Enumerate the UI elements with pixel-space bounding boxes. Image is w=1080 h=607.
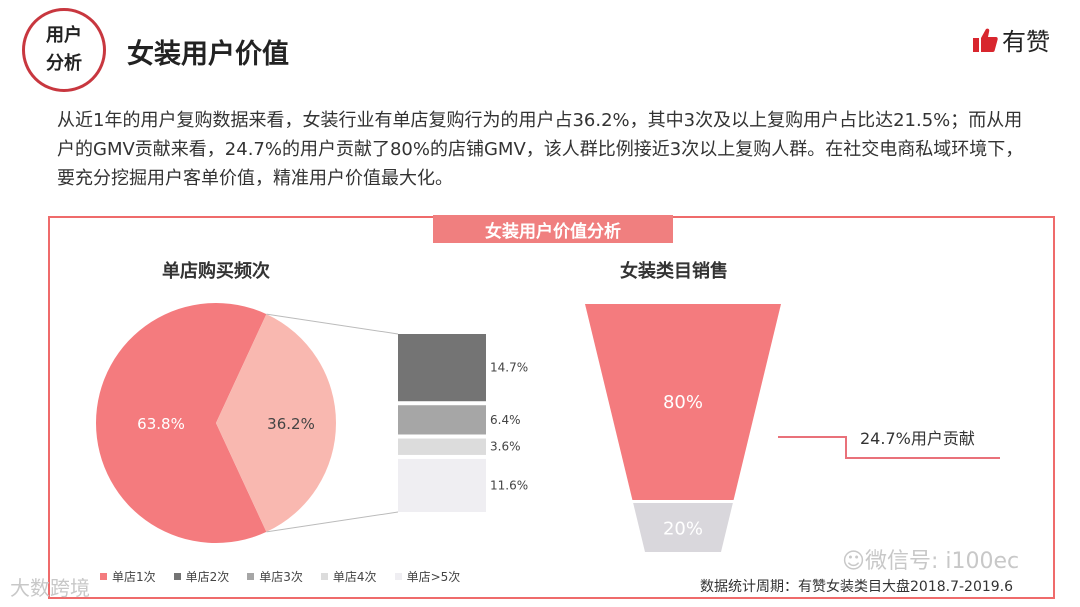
- legend-item: 单店2次: [173, 568, 230, 585]
- chart-banner: 女装用户价值分析: [433, 215, 673, 243]
- funnel-label-top: 80%: [663, 392, 703, 413]
- intro-paragraph: 从近1年的用户复购数据来看，女装行业有单店复购行为的用户占36.2%，其中3次及…: [57, 110, 1024, 189]
- corner-watermark: 大数跨境: [10, 576, 90, 600]
- brand-name: 有赞: [1002, 28, 1050, 56]
- legend-label: 单店1次: [112, 570, 156, 584]
- funnel-segment-top: [585, 304, 781, 500]
- breakdown-bar-label: 14.7%: [490, 361, 528, 375]
- funnel-segment-bottom: [633, 503, 733, 552]
- legend-swatch: [247, 573, 255, 580]
- connector-line-top: [266, 313, 399, 335]
- legend-label: 单店2次: [185, 570, 230, 584]
- legend-swatch: [173, 573, 181, 580]
- badge-line-1: 用户: [46, 25, 82, 46]
- connector-line-bottom: [266, 511, 399, 533]
- legend-label: 单店3次: [259, 570, 303, 584]
- wechat-icon: ☺: [842, 549, 865, 574]
- breakdown-bar-segment: [398, 438, 486, 455]
- pie-label-repeat: 36.2%: [267, 415, 315, 433]
- legend-item: 单店1次: [100, 568, 156, 585]
- brand-logo: 有赞: [972, 22, 1050, 57]
- breakdown-bar-segment: [398, 458, 486, 512]
- breakdown-bar-label: 3.6%: [490, 440, 521, 454]
- pie-slice-repeat-purchase: [216, 314, 337, 532]
- breakdown-bar-segment: [398, 405, 486, 435]
- breakdown-bar-label: 11.6%: [490, 478, 528, 492]
- funnel-chart-title: 女装类目销售: [620, 261, 728, 282]
- legend-label: 单店>5次: [406, 570, 461, 584]
- page-title: 女装用户价值: [127, 39, 289, 70]
- legend-swatch: [100, 573, 107, 580]
- section-badge: 用户 分析: [22, 8, 106, 92]
- pie-chart-title: 单店购买频次: [162, 261, 270, 282]
- breakdown-bar-segment: [398, 334, 486, 402]
- legend-label: 单店4次: [332, 570, 377, 584]
- legend-swatch: [394, 573, 402, 580]
- breakdown-bar-label: 6.4%: [490, 413, 521, 427]
- pie-legend: 单店1次 单店2次 单店3次 单店4次 单店>5次: [100, 568, 478, 585]
- legend-item: 单店4次: [320, 568, 377, 585]
- data-source-note: 数据统计周期：有赞女装类目大盘2018.7-2019.6: [700, 579, 1014, 595]
- wechat-watermark: ☺微信号: i100ec: [842, 549, 1020, 574]
- legend-item: 单店>5次: [394, 568, 461, 585]
- annotation-line: [778, 436, 1000, 459]
- legend-item: 单店3次: [247, 568, 303, 585]
- pie-label-single: 63.8%: [137, 415, 185, 433]
- funnel-annotation: 24.7%用户贡献: [860, 429, 975, 448]
- badge-line-2: 分析: [46, 53, 82, 74]
- pie-slice-single-purchase: [96, 303, 267, 543]
- funnel-label-bottom: 20%: [663, 519, 703, 540]
- legend-swatch: [320, 573, 328, 580]
- thumbs-up-icon: [973, 28, 998, 52]
